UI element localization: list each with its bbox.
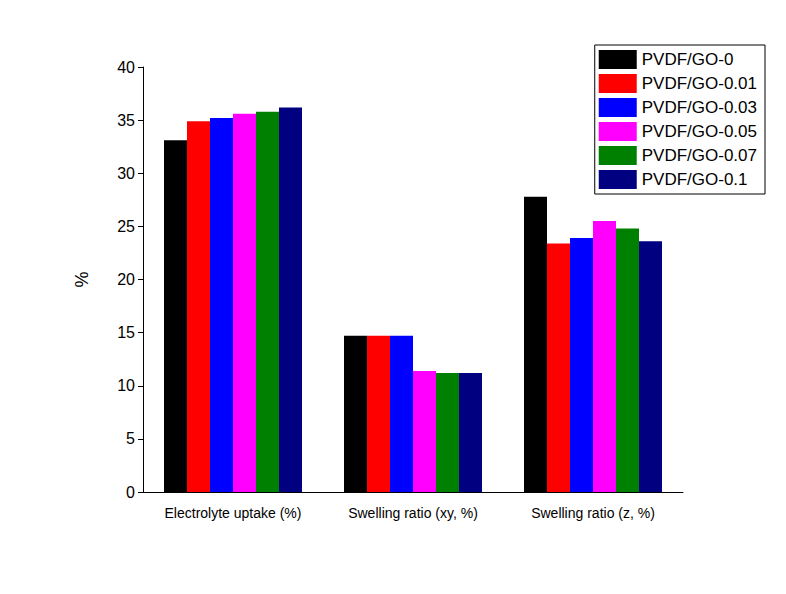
svg-text:PVDF/GO-0.05: PVDF/GO-0.05 (642, 122, 757, 141)
svg-text:PVDF/GO-0: PVDF/GO-0 (642, 50, 734, 69)
svg-text:35: 35 (117, 112, 135, 129)
svg-text:40: 40 (117, 59, 135, 76)
svg-text:15: 15 (117, 324, 135, 341)
svg-text:30: 30 (117, 165, 135, 182)
svg-text:PVDF/GO-0.1: PVDF/GO-0.1 (642, 170, 748, 189)
svg-text:PVDF/GO-0.07: PVDF/GO-0.07 (642, 146, 757, 165)
svg-text:PVDF/GO-0.03: PVDF/GO-0.03 (642, 98, 757, 117)
svg-text:PVDF/GO-0.01: PVDF/GO-0.01 (642, 74, 757, 93)
svg-text:20: 20 (117, 271, 135, 288)
svg-text:25: 25 (117, 218, 135, 235)
svg-text:5: 5 (126, 430, 135, 447)
svg-text:Swelling ratio (z, %): Swelling ratio (z, %) (531, 505, 655, 521)
svg-text:10: 10 (117, 377, 135, 394)
svg-text:Electrolyte uptake (%): Electrolyte uptake (%) (165, 505, 302, 521)
svg-text:0: 0 (126, 484, 135, 501)
svg-text:Swelling ratio (xy, %): Swelling ratio (xy, %) (348, 505, 478, 521)
svg-text:%: % (72, 271, 92, 287)
